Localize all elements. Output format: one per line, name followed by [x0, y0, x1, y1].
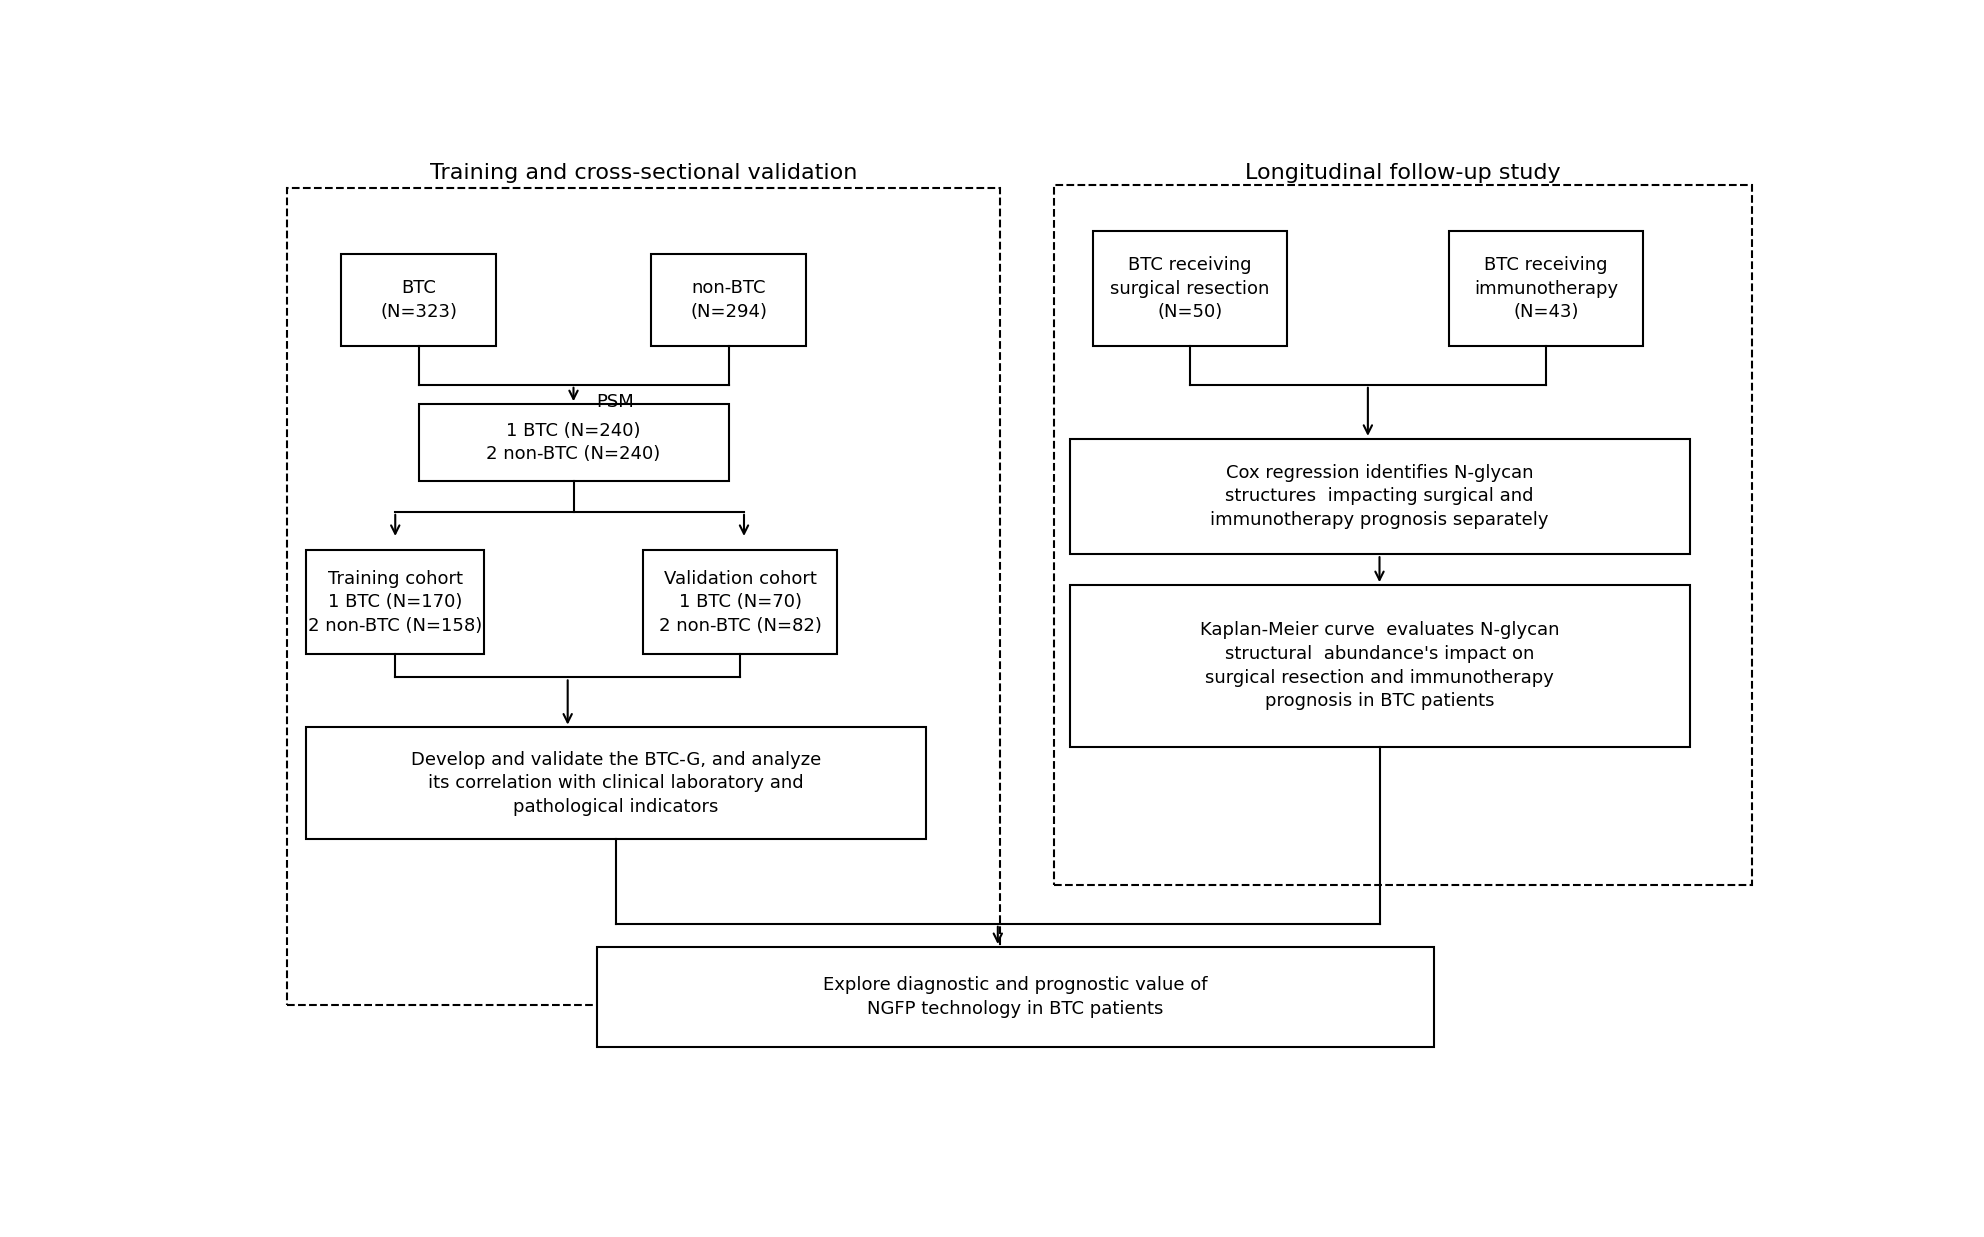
- Bar: [1069, 439, 1690, 554]
- Bar: [1448, 231, 1643, 346]
- Text: Cox regression identifies N-glycan
structures  impacting surgical and
immunother: Cox regression identifies N-glycan struc…: [1210, 464, 1550, 529]
- Bar: [597, 948, 1434, 1047]
- Bar: [643, 550, 837, 654]
- Text: Explore diagnostic and prognostic value of
NGFP technology in BTC patients: Explore diagnostic and prognostic value …: [823, 976, 1208, 1018]
- Bar: [306, 550, 484, 654]
- Text: Training and cross-sectional validation: Training and cross-sectional validation: [431, 163, 857, 183]
- Bar: [306, 727, 927, 839]
- Text: 1 BTC (N=240)
2 non-BTC (N=240): 1 BTC (N=240) 2 non-BTC (N=240): [486, 422, 661, 464]
- Text: Develop and validate the BTC-G, and analyze
its correlation with clinical labora: Develop and validate the BTC-G, and anal…: [411, 751, 821, 816]
- Bar: [1054, 184, 1752, 886]
- Text: Kaplan-Meier curve  evaluates N-glycan
structural  abundance's impact on
surgica: Kaplan-Meier curve evaluates N-glycan st…: [1200, 621, 1559, 710]
- Text: BTC receiving
surgical resection
(N=50): BTC receiving surgical resection (N=50): [1109, 256, 1270, 322]
- Text: BTC receiving
immunotherapy
(N=43): BTC receiving immunotherapy (N=43): [1474, 256, 1619, 322]
- Text: Validation cohort
1 BTC (N=70)
2 non-BTC (N=82): Validation cohort 1 BTC (N=70) 2 non-BTC…: [659, 570, 821, 635]
- Bar: [419, 404, 728, 481]
- Bar: [1093, 231, 1286, 346]
- Bar: [651, 254, 806, 346]
- Bar: [288, 188, 1000, 1004]
- Text: Longitudinal follow-up study: Longitudinal follow-up study: [1244, 163, 1561, 183]
- Bar: [1069, 585, 1690, 747]
- Text: PSM: PSM: [597, 392, 635, 411]
- Bar: [341, 254, 496, 346]
- Text: Training cohort
1 BTC (N=170)
2 non-BTC (N=158): Training cohort 1 BTC (N=170) 2 non-BTC …: [308, 570, 482, 635]
- Text: non-BTC
(N=294): non-BTC (N=294): [690, 280, 768, 320]
- Text: BTC
(N=323): BTC (N=323): [381, 280, 456, 320]
